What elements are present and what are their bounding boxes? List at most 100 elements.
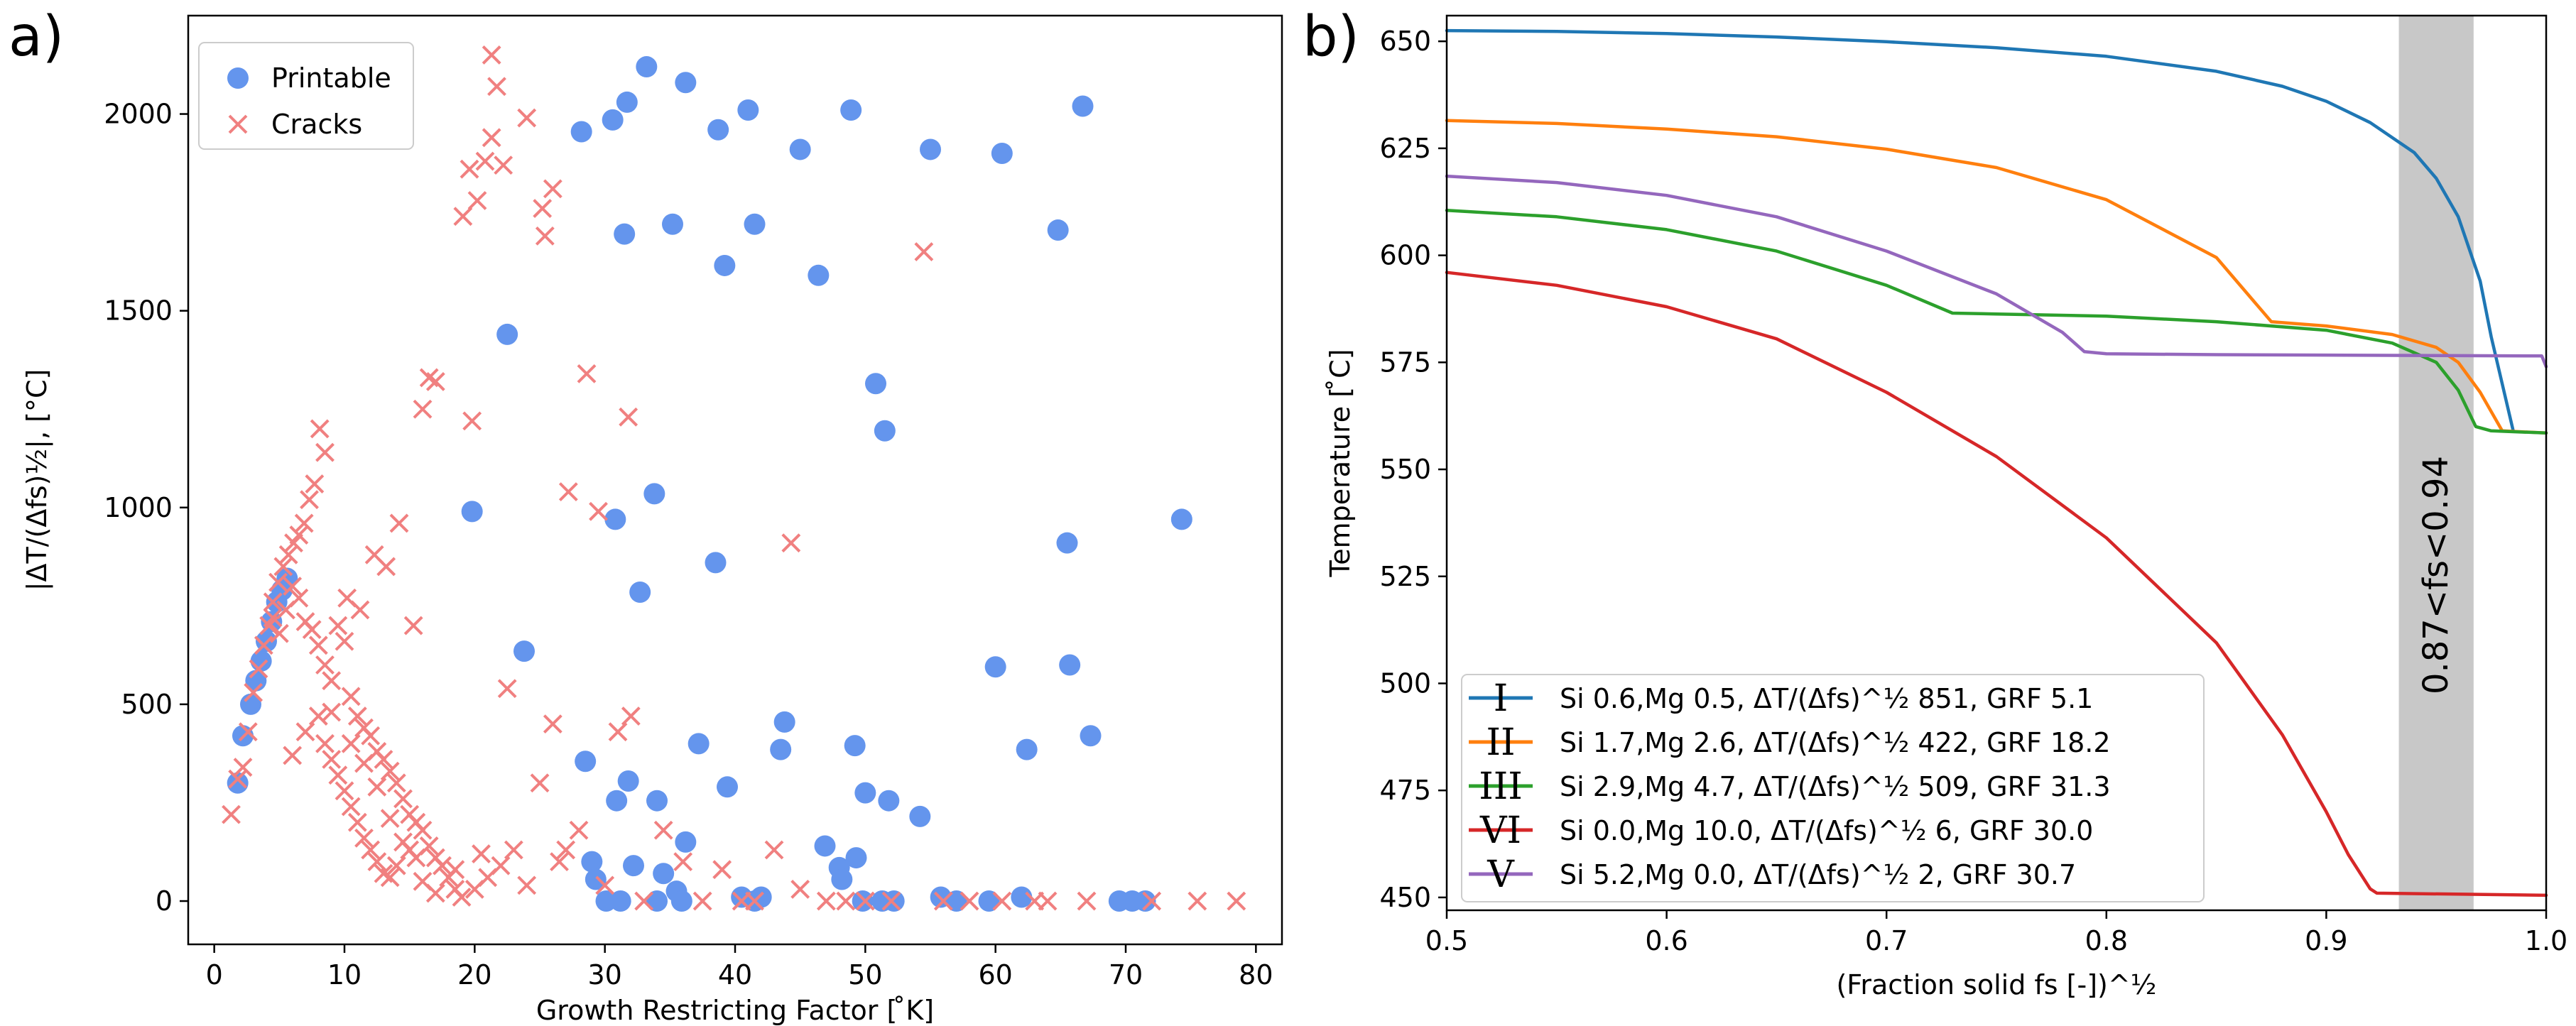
data-point-printable (643, 483, 665, 505)
data-point-cracks (354, 753, 374, 773)
data-point-cracks (335, 781, 354, 801)
data-point-cracks (244, 682, 263, 702)
data-point-cracks (328, 616, 348, 635)
y-axis-label: |ΔT/(Δfs)½|, [°C] (21, 369, 53, 591)
data-point-cracks (308, 706, 328, 726)
data-point-printable (636, 56, 658, 78)
data-point-printable (840, 99, 862, 121)
data-point-printable (844, 735, 866, 757)
y-tick-label: 575 (1379, 346, 1431, 378)
x-tick-label: 0.8 (2085, 925, 2128, 956)
data-point-cracks (712, 860, 732, 880)
data-point-cracks (294, 513, 314, 533)
data-point-printable (991, 142, 1013, 164)
data-point-cracks (425, 372, 445, 391)
data-point-cracks (530, 773, 550, 793)
data-point-cracks (836, 891, 856, 911)
data-point-cracks (467, 191, 487, 210)
legend-roman-ii: II (1486, 721, 1515, 764)
data-point-cracks (315, 442, 335, 462)
data-point-printable (770, 738, 792, 760)
data-point-cracks (482, 45, 501, 65)
data-point-cracks (1077, 891, 1097, 911)
data-point-cracks (504, 840, 523, 860)
data-point-cracks (380, 809, 400, 829)
x-axis-label: (Fraction solid fs [-])^½ (1836, 969, 2156, 1000)
data-point-printable (581, 851, 603, 873)
data-point-cracks (992, 891, 1012, 911)
data-point-cracks (322, 671, 342, 691)
data-point-cracks (233, 758, 253, 777)
data-point-cracks (497, 679, 517, 699)
legend-roman-vi: VI (1479, 809, 1521, 852)
data-point-cracks (308, 635, 328, 655)
data-point-cracks (433, 856, 452, 875)
data-point-cracks (881, 891, 901, 911)
data-point-printable (1134, 890, 1156, 912)
data-point-printable (1170, 508, 1192, 530)
data-point-cracks (393, 832, 413, 852)
data-point-cracks (475, 151, 495, 171)
data-point-cracks (283, 577, 303, 596)
data-point-cracks (595, 875, 615, 895)
y-tick-label: 600 (1379, 240, 1431, 271)
data-point-printable (629, 581, 651, 603)
data-point-cracks (263, 608, 283, 628)
data-point-cracks (354, 828, 374, 848)
data-point-printable (1056, 532, 1078, 554)
data-point-printable (789, 138, 811, 160)
line-chart-panel-b: 0.87<fs<0.94 0.5 0.6 0.7 0.8 0.9 1.0 450 475 500 5… (1325, 14, 2567, 1000)
data-point-cracks (254, 635, 273, 655)
data-point-printable (616, 91, 638, 113)
data-point-cracks (589, 501, 608, 521)
data-point-cracks (263, 592, 283, 612)
data-point-cracks (278, 545, 298, 564)
x-tick-label: 0 (206, 959, 223, 990)
data-point-printable (1080, 725, 1102, 747)
series-line-iii (1445, 209, 2548, 435)
x-tick-label: 0.6 (1645, 925, 1688, 956)
data-point-printable (1059, 654, 1081, 676)
legend-box (1461, 674, 2205, 902)
data-point-cracks (933, 891, 953, 911)
legend-label-v: Si 5.2,Mg 0.0, ΔT/(Δfs)^½ 2, GRF 30.7 (1560, 859, 2076, 890)
data-point-cracks (543, 179, 563, 199)
data-point-cracks (367, 852, 387, 872)
data-point-cracks (315, 655, 335, 675)
data-point-printable (854, 782, 876, 804)
data-point-printable (1047, 219, 1069, 241)
legend-label-ii: Si 1.7,Mg 2.6, ΔT/(Δfs)^½ 422, GRF 18.2 (1560, 727, 2111, 758)
data-point-cracks (322, 702, 342, 722)
data-point-printable (773, 711, 795, 733)
y-axis-label: Temperature [ ̊C] (1325, 349, 1356, 577)
y-tick-label: 2000 (104, 99, 173, 130)
data-point-printable (575, 751, 597, 773)
data-point-cracks (781, 533, 801, 553)
data-point-cracks (295, 722, 315, 742)
data-point-printable (984, 656, 1006, 678)
x-tick-label: 1.0 (2525, 925, 2567, 956)
data-point-printable (653, 863, 675, 885)
data-point-printable (1016, 738, 1038, 760)
data-point-cracks (283, 746, 303, 765)
data-point-printable (675, 831, 697, 853)
data-point-cracks (228, 769, 248, 789)
data-point-printable (878, 790, 900, 812)
data-point-cracks (453, 207, 473, 227)
data-point-printable (570, 121, 592, 143)
data-point-cracks (289, 588, 309, 608)
data-point-cracks (445, 860, 465, 880)
data-point-cracks (425, 883, 445, 903)
data-point-cracks (269, 623, 289, 643)
data-point-cracks (413, 399, 433, 419)
data-point-printable (808, 264, 830, 286)
data-point-cracks (341, 687, 361, 706)
data-point-cracks (389, 513, 409, 533)
data-point-cracks (460, 159, 479, 179)
y-tick-label: 1000 (104, 492, 173, 523)
data-point-cracks (533, 199, 553, 218)
data-point-printable (1072, 95, 1094, 117)
data-point-cracks (393, 789, 413, 809)
data-point-cracks (543, 714, 563, 734)
data-point-printable (852, 890, 874, 912)
